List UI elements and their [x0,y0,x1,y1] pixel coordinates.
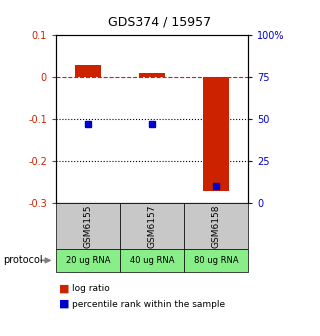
Text: log ratio: log ratio [72,285,110,293]
Text: 80 ug RNA: 80 ug RNA [194,256,238,265]
Bar [203,77,229,191]
Text: 20 ug RNA: 20 ug RNA [66,256,110,265]
Text: percentile rank within the sample: percentile rank within the sample [72,300,225,308]
Text: GSM6157: GSM6157 [148,204,156,248]
Text: GSM6158: GSM6158 [212,204,220,248]
Text: ■: ■ [59,299,70,309]
Text: GDS374 / 15957: GDS374 / 15957 [108,15,212,28]
Text: ■: ■ [59,284,70,294]
Text: protocol: protocol [3,255,43,265]
Bar [75,65,101,77]
Text: GSM6155: GSM6155 [84,204,92,248]
Bar [139,73,165,77]
Text: 40 ug RNA: 40 ug RNA [130,256,174,265]
